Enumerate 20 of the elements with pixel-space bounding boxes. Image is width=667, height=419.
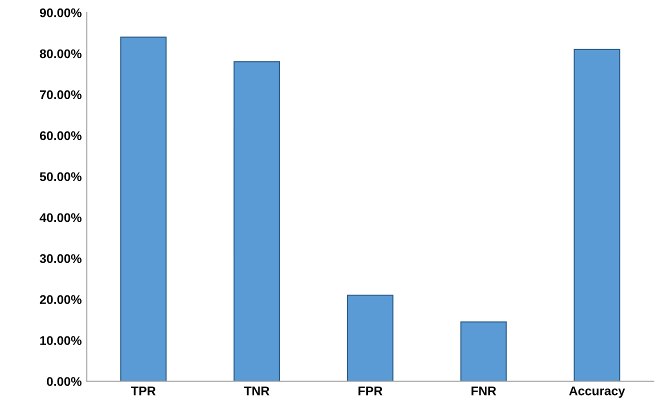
y-tick-label: 40.00% bbox=[40, 213, 82, 222]
y-tick-label: 10.00% bbox=[40, 336, 82, 345]
bar bbox=[574, 48, 620, 382]
y-tick-label: 50.00% bbox=[40, 172, 82, 182]
x-tick-label: TPR bbox=[131, 386, 156, 396]
bar bbox=[460, 321, 507, 382]
x-tick-label: FPR bbox=[358, 386, 382, 396]
y-tick-label: 0.00% bbox=[46, 377, 82, 386]
bar bbox=[234, 61, 280, 382]
bar bbox=[120, 36, 167, 382]
y-tick-label: 30.00% bbox=[40, 254, 82, 264]
x-tick-label: Accuracy bbox=[569, 386, 626, 398]
x-tick-label: FNR bbox=[472, 386, 496, 396]
x-tick-label: TNR bbox=[244, 386, 270, 396]
bar bbox=[346, 294, 394, 382]
y-tick-label: 90.00% bbox=[40, 8, 82, 18]
y-tick-label: 80.00% bbox=[40, 49, 82, 58]
y-tick-label: 60.00% bbox=[40, 131, 82, 140]
y-tick-label: 20.00% bbox=[40, 295, 82, 304]
y-tick-label: 70.00% bbox=[40, 90, 82, 100]
